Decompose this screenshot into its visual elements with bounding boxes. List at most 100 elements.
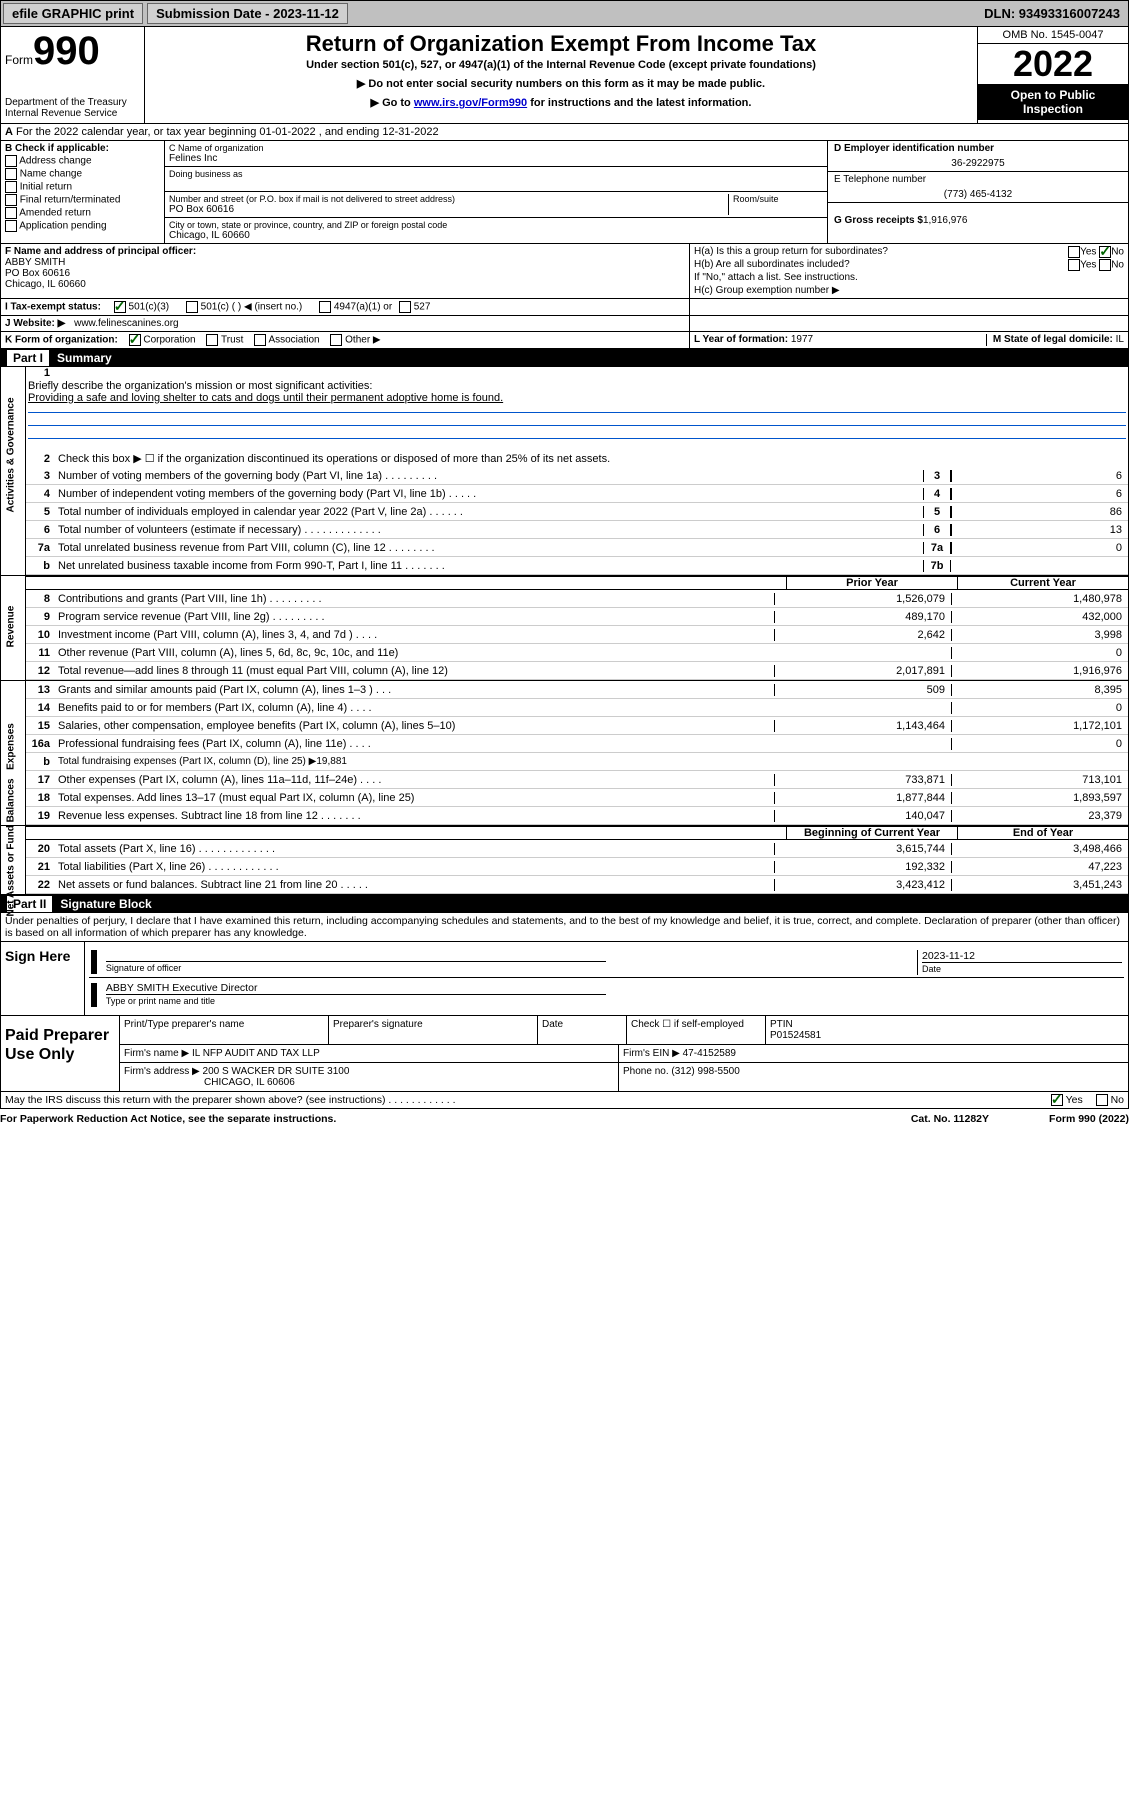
summary-line: bTotal fundraising expenses (Part IX, co…: [26, 753, 1128, 771]
summary-line: 22Net assets or fund balances. Subtract …: [26, 876, 1128, 894]
ptin-value: P01524581: [770, 1030, 821, 1041]
ein-value: 36-2922975: [834, 158, 1122, 169]
signature-label: Signature of officer: [106, 963, 181, 973]
net-tab: Net Assets or Fund Balances: [6, 817, 17, 917]
tax-year: 2022: [978, 44, 1128, 84]
gross-receipts-value: 1,916,976: [923, 215, 968, 226]
association-checkbox[interactable]: [254, 334, 266, 346]
501c-checkbox[interactable]: [186, 301, 198, 313]
amended-return-checkbox[interactable]: [5, 207, 17, 219]
top-toolbar: efile GRAPHIC print Submission Date - 20…: [0, 0, 1129, 27]
form-subtitle: Under section 501(c), 527, or 4947(a)(1)…: [149, 59, 973, 71]
summary-line: 4Number of independent voting members of…: [26, 485, 1128, 503]
state-domicile: IL: [1116, 334, 1124, 345]
phone-block: E Telephone number (773) 465-4132: [828, 172, 1128, 203]
application-pending-checkbox[interactable]: [5, 220, 17, 232]
phone-value: (773) 465-4132: [834, 189, 1122, 200]
summary-line: 7aTotal unrelated business revenue from …: [26, 539, 1128, 557]
efile-print-button[interactable]: efile GRAPHIC print: [3, 3, 143, 24]
527-checkbox[interactable]: [399, 301, 411, 313]
discuss-yes-checkbox[interactable]: [1051, 1094, 1063, 1106]
summary-line: 21Total liabilities (Part X, line 26) . …: [26, 858, 1128, 876]
row-a-tax-year: A For the 2022 calendar year, or tax yea…: [0, 124, 1129, 141]
hb-yes-checkbox[interactable]: [1068, 259, 1080, 271]
org-name: Felines Inc: [169, 153, 823, 164]
cat-number: Cat. No. 11282Y: [911, 1113, 989, 1125]
preparer-name-hdr: Print/Type preparer's name: [120, 1016, 329, 1044]
other-checkbox[interactable]: [330, 334, 342, 346]
summary-line: 14Benefits paid to or for members (Part …: [26, 699, 1128, 717]
form-header: Form990 Department of the Treasury Inter…: [0, 27, 1129, 124]
year-formation: 1977: [791, 334, 813, 345]
firm-name: IL NFP AUDIT AND TAX LLP: [192, 1048, 320, 1059]
column-b-checkboxes: B Check if applicable: Address change Na…: [1, 141, 165, 243]
summary-line: 18Total expenses. Add lines 13–17 (must …: [26, 789, 1128, 807]
website-value: www.felinescanines.org: [74, 318, 179, 329]
current-year-hdr: Current Year: [957, 577, 1128, 589]
summary-line: 9Program service revenue (Part VIII, lin…: [26, 608, 1128, 626]
tax-exempt-status-row: I Tax-exempt status: 501(c)(3) 501(c) ( …: [1, 299, 689, 315]
pra-notice: For Paperwork Reduction Act Notice, see …: [0, 1113, 336, 1125]
city-block: City or town, state or province, country…: [165, 218, 827, 243]
summary-line: bNet unrelated business taxable income f…: [26, 557, 1128, 575]
name-change-checkbox[interactable]: [5, 168, 17, 180]
summary-line: 3Number of voting members of the governi…: [26, 467, 1128, 485]
dln-label: DLN: 93493316007243: [984, 6, 1126, 21]
form-word: Form: [5, 53, 33, 67]
summary-line: 19Revenue less expenses. Subtract line 1…: [26, 807, 1128, 825]
group-return-block: H(a) Is this a group return for subordin…: [689, 244, 1128, 298]
summary-line: 11Other revenue (Part VIII, column (A), …: [26, 644, 1128, 662]
rev-tab: Revenue: [6, 577, 17, 677]
end-year-hdr: End of Year: [957, 827, 1128, 839]
gross-receipts-block: G Gross receipts $1,916,976: [828, 203, 1128, 228]
dba-block: Doing business as: [165, 167, 827, 192]
summary-line: 16aProfessional fundraising fees (Part I…: [26, 735, 1128, 753]
corporation-checkbox[interactable]: [129, 334, 141, 346]
final-return-checkbox[interactable]: [5, 194, 17, 206]
omb-number: OMB No. 1545-0047: [978, 27, 1128, 44]
self-employed-hdr: Check ☐ if self-employed: [627, 1016, 766, 1044]
irs-link[interactable]: www.irs.gov/Form990: [414, 97, 527, 109]
summary-line: 12Total revenue—add lines 8 through 11 (…: [26, 662, 1128, 680]
4947-checkbox[interactable]: [319, 301, 331, 313]
sign-date: 2023-11-12: [922, 950, 1122, 962]
preparer-sig-hdr: Preparer's signature: [329, 1016, 538, 1044]
form-title: Return of Organization Exempt From Incom…: [149, 31, 973, 57]
form-footer: Form 990 (2022): [1049, 1113, 1129, 1125]
trust-checkbox[interactable]: [206, 334, 218, 346]
address-change-checkbox[interactable]: [5, 155, 17, 167]
ha-no-checkbox[interactable]: [1099, 246, 1111, 258]
form-note1: ▶ Do not enter social security numbers o…: [149, 77, 973, 90]
paid-preparer-label: Paid Preparer Use Only: [1, 1016, 119, 1091]
gov-tab: Activities & Governance: [6, 413, 17, 513]
org-name-block: C Name of organization Felines Inc: [165, 141, 827, 167]
hb-no-checkbox[interactable]: [1099, 259, 1111, 271]
501c3-checkbox[interactable]: [114, 301, 126, 313]
summary-line: 15Salaries, other compensation, employee…: [26, 717, 1128, 735]
ha-yes-checkbox[interactable]: [1068, 246, 1080, 258]
initial-return-checkbox[interactable]: [5, 181, 17, 193]
part1-header: Part ISummary: [0, 349, 1129, 367]
summary-line: 20Total assets (Part X, line 16) . . . .…: [26, 840, 1128, 858]
form-note2: ▶ Go to www.irs.gov/Form990 for instruct…: [149, 96, 973, 109]
part2-header: Part IISignature Block: [0, 895, 1129, 913]
submission-date-button[interactable]: Submission Date - 2023-11-12: [147, 3, 348, 24]
officer-name: ABBY SMITH: [5, 257, 685, 268]
dept-label: Department of the Treasury Internal Reve…: [5, 97, 140, 119]
signer-name: ABBY SMITH Executive Director: [106, 982, 606, 994]
discuss-no-checkbox[interactable]: [1096, 1094, 1108, 1106]
summary-line: 1Briefly describe the organization's mis…: [26, 367, 1128, 450]
sign-here-label: Sign Here: [1, 942, 85, 1015]
firm-phone: (312) 998-5500: [671, 1066, 739, 1077]
discuss-question: May the IRS discuss this return with the…: [5, 1094, 456, 1106]
prior-year-hdr: Prior Year: [786, 577, 957, 589]
summary-line: 6Total number of volunteers (estimate if…: [26, 521, 1128, 539]
firm-address: 200 S WACKER DR SUITE 3100: [203, 1066, 350, 1077]
open-to-public: Open to Public Inspection: [978, 84, 1128, 120]
declaration-text: Under penalties of perjury, I declare th…: [1, 913, 1128, 942]
form-of-org-row: K Form of organization: Corporation Trus…: [1, 332, 689, 348]
summary-line: 17Other expenses (Part IX, column (A), l…: [26, 771, 1128, 789]
address-block: Number and street (or P.O. box if mail i…: [165, 192, 827, 218]
city-state-zip: Chicago, IL 60660: [169, 230, 823, 241]
form-number: 990: [33, 29, 100, 73]
